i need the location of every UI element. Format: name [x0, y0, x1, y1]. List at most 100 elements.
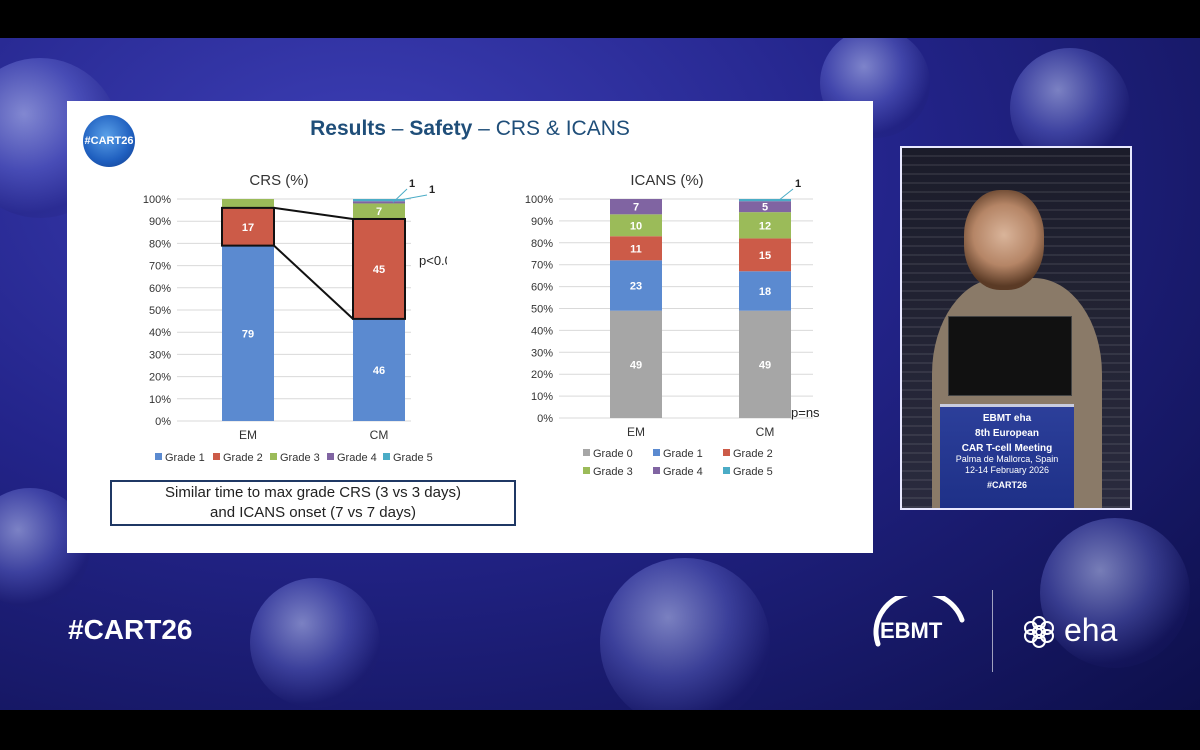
legend-label: Grade 3	[593, 466, 633, 478]
note-line: Similar time to max grade CRS (3 vs 3 da…	[165, 484, 461, 501]
data-label: 15	[759, 250, 771, 262]
legend-swatch	[653, 467, 660, 474]
data-label: 12	[759, 220, 771, 232]
podium: EBMT eha 8th European CAR T-cell Meeting…	[940, 404, 1074, 508]
callout-label: 1	[409, 178, 415, 190]
y-tick-label: 60%	[531, 282, 553, 294]
background-cell	[600, 558, 770, 710]
legend-swatch	[327, 453, 334, 460]
legend-label: Grade 5	[733, 466, 773, 478]
highlight-box	[352, 217, 406, 320]
y-tick-label: 0%	[155, 416, 171, 428]
podium-place: Palma de Mallorca, Spain	[955, 454, 1059, 464]
legend-label: Grade 2	[223, 452, 263, 464]
note-box: Similar time to max grade CRS (3 vs 3 da…	[110, 480, 516, 526]
background-cell	[1040, 518, 1190, 668]
data-label: 49	[630, 359, 642, 371]
y-tick-label: 100%	[525, 194, 553, 206]
crs-chart: CRS (%) 0% 10% 20% 30% 40% 50% 60% 70% 80% 90% 100%…	[143, 172, 447, 464]
y-tick-label: 40%	[531, 325, 553, 337]
y-tick-label: 10%	[531, 391, 553, 403]
data-label: 7	[633, 202, 639, 214]
y-tick-label: 80%	[531, 238, 553, 250]
chart-title: ICANS (%)	[630, 172, 703, 189]
data-label: 5	[762, 202, 768, 214]
data-label: 79	[242, 328, 254, 340]
y-tick-label: 20%	[531, 369, 553, 381]
data-label: 46	[373, 365, 385, 377]
title-topic: CRS & ICANS	[495, 117, 630, 140]
callout-label: 1	[429, 184, 435, 196]
y-tick-label: 70%	[149, 261, 171, 273]
x-tick-label: CM	[756, 425, 775, 439]
p-value-annotation: p<0.01	[419, 253, 447, 268]
x-tick-label: EM	[239, 428, 257, 442]
bar-segment	[610, 310, 662, 418]
y-tick-label: 90%	[531, 216, 553, 228]
legend-label: Grade 1	[165, 452, 205, 464]
y-tick-label: 100%	[143, 194, 171, 206]
ebmt-text: EBMT	[880, 618, 943, 643]
legend-swatch	[583, 449, 590, 456]
event-hashtag: #CART26	[68, 614, 193, 645]
note-line: and ICANS onset (7 vs 7 days)	[210, 504, 416, 521]
callout-line	[778, 188, 794, 201]
podium-conference: 8th European	[975, 428, 1039, 439]
title-safety: Safety	[409, 117, 473, 140]
y-tick-label: 20%	[149, 372, 171, 384]
speaker-head	[964, 190, 1044, 290]
podium-dates: 12-14 February 2026	[964, 465, 1050, 475]
y-tick-label: 0%	[537, 413, 553, 425]
legend-label: Grade 3	[280, 452, 320, 464]
eha-flower-icon	[1024, 616, 1054, 648]
data-label: 18	[759, 286, 771, 298]
legend-label: Grade 1	[663, 448, 703, 460]
legend-label: Grade 0	[593, 448, 633, 460]
bar-segment	[610, 260, 662, 311]
bar-segment	[353, 201, 405, 204]
presentation-slide: #CART26 Results – Safety – CRS & ICANS C…	[67, 101, 873, 553]
y-tick-label: 40%	[149, 327, 171, 339]
data-label: 45	[373, 264, 385, 276]
bar-segment	[739, 310, 791, 418]
bar-segment	[739, 212, 791, 239]
legend-swatch	[155, 453, 162, 460]
data-label: 23	[630, 281, 642, 293]
cart26-logo: #CART26	[83, 115, 135, 167]
laptop	[948, 316, 1072, 396]
callout-label: 1	[795, 178, 801, 190]
bar-segment	[353, 199, 405, 202]
data-label: 10	[630, 220, 642, 232]
bar-segment	[353, 218, 405, 319]
y-tick-label: 30%	[531, 347, 553, 359]
callout-line	[398, 194, 428, 201]
title-separator: –	[385, 117, 410, 140]
y-tick-label: 10%	[149, 394, 171, 406]
bar-segment	[739, 238, 791, 272]
legend-swatch	[723, 449, 730, 456]
icans-chart: ICANS (%) 0% 10% 20% 30% 40% 50% 60% 70% 80% 90% 10…	[525, 172, 820, 478]
logo-divider	[992, 590, 993, 672]
bar-segment	[353, 318, 405, 421]
data-label: 17	[242, 222, 254, 234]
legend-label: Grade 2	[733, 448, 773, 460]
x-tick-label: CM	[370, 428, 389, 442]
bar-segment	[222, 207, 274, 246]
bar-segment	[610, 236, 662, 261]
legend-swatch	[213, 453, 220, 460]
y-tick-label: 90%	[149, 216, 171, 228]
background-cell	[250, 578, 380, 708]
x-tick-label: EM	[627, 425, 645, 439]
legend-swatch	[270, 453, 277, 460]
speaker-video: EBMT eha 8th European CAR T-cell Meeting…	[900, 146, 1132, 510]
legend-label: Grade 5	[393, 452, 433, 464]
callout-line	[392, 188, 408, 203]
chart-title: CRS (%)	[249, 172, 308, 189]
legend-swatch	[653, 449, 660, 456]
y-tick-label: 70%	[531, 260, 553, 272]
y-tick-label: 50%	[149, 305, 171, 317]
bar-segment	[610, 199, 662, 215]
y-tick-label: 60%	[149, 283, 171, 295]
connector-line	[273, 244, 354, 320]
eha-text: eha	[1064, 612, 1118, 648]
